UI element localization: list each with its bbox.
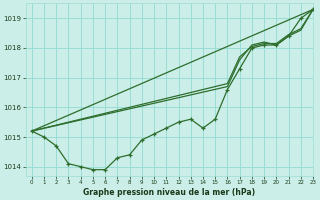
X-axis label: Graphe pression niveau de la mer (hPa): Graphe pression niveau de la mer (hPa) xyxy=(83,188,255,197)
